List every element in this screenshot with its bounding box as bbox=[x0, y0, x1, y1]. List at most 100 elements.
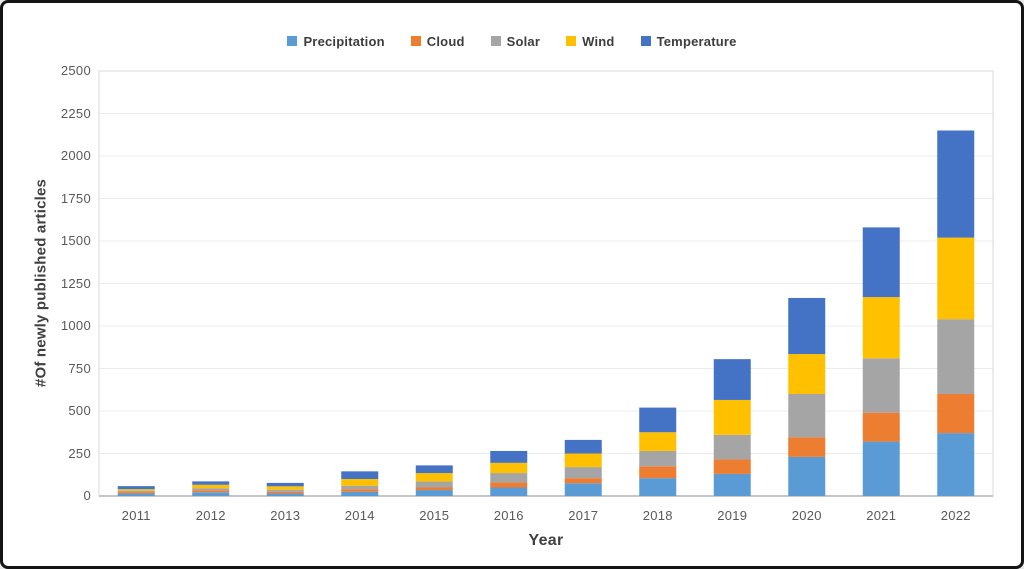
bar-segment-2020-solar bbox=[788, 394, 826, 438]
bar-segment-2013-wind bbox=[266, 486, 304, 490]
bar-segment-2018-temperature bbox=[639, 407, 677, 433]
x-tick-label-2012: 2012 bbox=[195, 508, 226, 523]
bar-segment-2017-cloud bbox=[564, 478, 602, 484]
bar-segment-2012-precipitation bbox=[192, 492, 230, 496]
bar-segment-2012-temperature bbox=[192, 481, 230, 485]
x-tick-label-2020: 2020 bbox=[791, 508, 822, 523]
bar-segment-2022-temperature bbox=[937, 130, 975, 238]
legend-swatch-icon bbox=[566, 36, 577, 46]
bar-segment-2020-cloud bbox=[788, 437, 826, 457]
y-tick-label: 2250 bbox=[60, 105, 91, 121]
bar-segment-2017-precipitation bbox=[564, 483, 602, 496]
bar-segment-2018-solar bbox=[639, 450, 677, 467]
legend-label: Wind bbox=[582, 33, 615, 49]
bar-segment-2021-cloud bbox=[862, 412, 900, 442]
x-tick-label-2011: 2011 bbox=[121, 508, 151, 523]
bar-segment-2011-precipitation bbox=[117, 493, 155, 496]
legend-label: Cloud bbox=[426, 33, 465, 49]
legend-label: Solar bbox=[506, 33, 541, 49]
bar-segment-2019-solar bbox=[713, 434, 751, 460]
legend-swatch-icon bbox=[640, 36, 651, 46]
x-tick-label-2015: 2015 bbox=[419, 508, 450, 523]
bar-segment-2014-cloud bbox=[341, 489, 379, 492]
y-tick-label: 1500 bbox=[60, 233, 91, 248]
bar-segment-2012-wind bbox=[192, 484, 230, 489]
bar-segment-2011-solar bbox=[117, 490, 155, 493]
y-tick-label: 1250 bbox=[60, 275, 91, 291]
bar-segment-2017-wind bbox=[564, 453, 602, 468]
legend-swatch-icon bbox=[287, 36, 298, 46]
x-axis-title: Year bbox=[528, 532, 564, 549]
y-tick-label: 0 bbox=[83, 488, 91, 503]
bar-segment-2015-solar bbox=[415, 481, 453, 488]
bar-segment-2019-temperature bbox=[713, 359, 751, 400]
bar-segment-2016-precipitation bbox=[490, 487, 528, 496]
x-tick-label-2022: 2022 bbox=[940, 508, 971, 523]
bar-segment-2022-wind bbox=[937, 237, 975, 320]
x-tick-label-2018: 2018 bbox=[642, 508, 673, 523]
bar-segment-2020-wind bbox=[788, 354, 826, 394]
bar-segment-2013-cloud bbox=[266, 491, 304, 494]
y-tick-label: 500 bbox=[68, 403, 91, 418]
bar-segment-2021-solar bbox=[862, 358, 900, 413]
legend-label: Temperature bbox=[656, 33, 737, 49]
y-tick-label: 250 bbox=[68, 445, 91, 461]
bar-segment-2020-temperature bbox=[788, 297, 826, 355]
bar-segment-2012-solar bbox=[192, 488, 230, 491]
y-tick-label: 2000 bbox=[60, 148, 91, 163]
legend-item-temperature: Temperature bbox=[640, 33, 737, 49]
bar-segment-2020-precipitation bbox=[788, 456, 826, 496]
bar-segment-2017-solar bbox=[564, 467, 602, 479]
legend-item-wind: Wind bbox=[566, 34, 614, 49]
bar-segment-2021-precipitation bbox=[862, 441, 900, 496]
bar-segment-2017-temperature bbox=[564, 439, 602, 454]
plot-svg bbox=[98, 70, 994, 497]
bar-segment-2011-wind bbox=[117, 489, 155, 491]
bar-segment-2018-cloud bbox=[639, 466, 677, 479]
bar-segment-2016-cloud bbox=[490, 482, 528, 488]
bar-segment-2011-temperature bbox=[117, 486, 155, 490]
y-tick-label: 1000 bbox=[60, 318, 91, 333]
legend-item-precipitation: Precipitation bbox=[287, 33, 385, 49]
bar-segment-2016-temperature bbox=[490, 450, 528, 463]
bar-segment-2019-precipitation bbox=[713, 473, 751, 496]
bar-segment-2014-precipitation bbox=[341, 491, 379, 496]
legend-swatch-icon bbox=[410, 36, 421, 46]
y-tick-label: 1750 bbox=[60, 190, 91, 206]
x-tick-label-2016: 2016 bbox=[493, 508, 524, 523]
x-tick-label-2017: 2017 bbox=[568, 508, 599, 523]
bar-segment-2022-cloud bbox=[937, 394, 975, 434]
y-tick-label: 2500 bbox=[60, 63, 91, 78]
bar-segment-2018-wind bbox=[639, 432, 677, 451]
bar-segment-2016-solar bbox=[490, 473, 528, 483]
legend-item-cloud: Cloud bbox=[410, 33, 465, 49]
bar-segment-2014-wind bbox=[341, 479, 379, 486]
bar-segment-2014-solar bbox=[341, 485, 379, 490]
legend-swatch-icon bbox=[490, 36, 501, 46]
bar-segment-2015-wind bbox=[415, 473, 453, 482]
bar-segment-2014-temperature bbox=[341, 471, 379, 479]
legend: Precipitation Cloud Solar Wind Temperature bbox=[3, 32, 1021, 50]
bar-segment-2022-precipitation bbox=[937, 433, 975, 496]
bar-segment-2019-cloud bbox=[713, 459, 751, 474]
bar-segment-2015-cloud bbox=[415, 487, 453, 491]
bar-segment-2013-temperature bbox=[266, 482, 304, 487]
x-tick-label-2013: 2013 bbox=[270, 508, 301, 523]
legend-label: Precipitation bbox=[303, 33, 385, 49]
bar-segment-2022-solar bbox=[937, 319, 975, 394]
x-tick-label-2019: 2019 bbox=[717, 508, 748, 523]
y-tick-label: 750 bbox=[68, 360, 91, 376]
x-tick-label-2021: 2021 bbox=[866, 508, 897, 523]
legend-item-solar: Solar bbox=[490, 33, 541, 49]
bar-segment-2021-wind bbox=[862, 297, 900, 359]
bar-segment-2016-wind bbox=[490, 462, 528, 474]
bar-segment-2015-temperature bbox=[415, 465, 453, 474]
bar-segment-2013-precipitation bbox=[266, 493, 304, 496]
bar-segment-2013-solar bbox=[266, 489, 304, 492]
bar-segment-2015-precipitation bbox=[415, 490, 453, 496]
x-tick-label-2014: 2014 bbox=[344, 508, 375, 523]
bar-segment-2011-cloud bbox=[117, 492, 155, 494]
bar-segment-2018-precipitation bbox=[639, 478, 677, 496]
bar-segment-2021-temperature bbox=[862, 227, 900, 298]
